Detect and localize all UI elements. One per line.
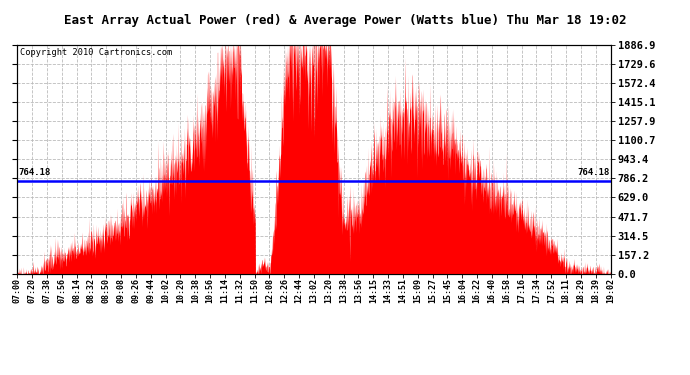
Text: East Array Actual Power (red) & Average Power (Watts blue) Thu Mar 18 19:02: East Array Actual Power (red) & Average … <box>63 14 627 27</box>
Text: Copyright 2010 Cartronics.com: Copyright 2010 Cartronics.com <box>19 48 172 57</box>
Text: 764.18: 764.18 <box>578 168 609 177</box>
Text: 764.18: 764.18 <box>18 168 50 177</box>
